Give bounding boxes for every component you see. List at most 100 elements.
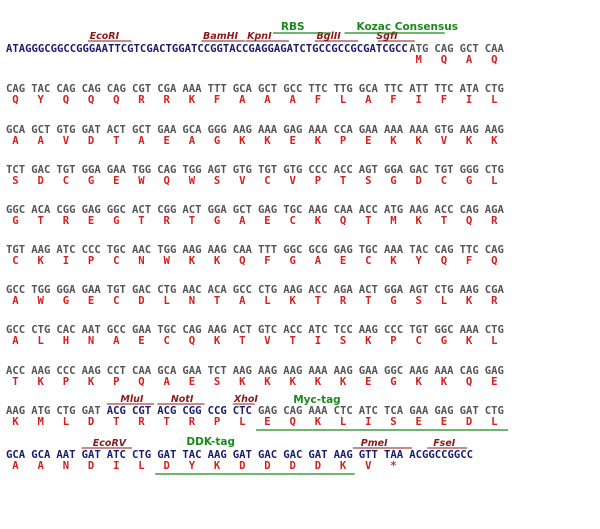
- amino-acid: E: [264, 416, 270, 428]
- codon: AAA: [409, 124, 429, 136]
- codon: GAG: [434, 405, 453, 417]
- amino-acid: E: [340, 255, 346, 267]
- codon: CGA: [485, 284, 505, 296]
- amino-acid: R: [340, 295, 347, 307]
- amino-acid: K: [491, 135, 498, 147]
- amino-acid: C: [113, 295, 119, 307]
- amino-acid: A: [38, 135, 45, 147]
- amino-acid: L: [38, 335, 44, 347]
- codon: ACT: [359, 284, 378, 296]
- codon: TGT: [56, 164, 75, 176]
- amino-acid: P: [390, 335, 396, 347]
- amino-acid: K: [264, 135, 271, 147]
- codon: AAG: [31, 244, 50, 256]
- codon: GGA: [82, 164, 102, 176]
- amino-acid: L: [441, 295, 447, 307]
- amino-acid: V: [239, 175, 246, 187]
- codon: CGG: [157, 204, 176, 216]
- amino-acid: S: [390, 416, 396, 428]
- amino-acid: T: [138, 215, 144, 227]
- codon: ATG: [384, 204, 403, 216]
- amino-acid: Q: [138, 376, 144, 388]
- codon: GAG: [82, 204, 101, 216]
- five-prime-sequence: ATAGGGCGGCCGGGAATTCGTCGACTGGATCCGGTACCGA…: [6, 43, 408, 55]
- amino-acid: K: [365, 335, 372, 347]
- codon: GAG: [258, 204, 277, 216]
- codon: CAA: [233, 244, 253, 256]
- amino-acid: T: [365, 295, 371, 307]
- codon: CGG: [182, 405, 201, 417]
- codon: GAA: [107, 164, 127, 176]
- amino-acid: S: [416, 295, 422, 307]
- codon: ATC: [308, 324, 327, 336]
- codon: TGC: [107, 244, 126, 256]
- amino-acid: M: [38, 416, 44, 428]
- amino-acid: K: [88, 376, 95, 388]
- amino-acid: A: [290, 94, 297, 106]
- amino-acid: D: [88, 416, 94, 428]
- amino-acid: R: [189, 416, 196, 428]
- codon: CTG: [258, 284, 277, 296]
- amino-acid: I: [63, 255, 69, 267]
- amino-acid: A: [12, 135, 19, 147]
- codon: GGG: [460, 164, 479, 176]
- codon: CGT: [132, 405, 151, 417]
- codon: CAG: [485, 244, 504, 256]
- codon: AAA: [182, 83, 202, 95]
- codon: GCA: [6, 449, 26, 461]
- amino-acid: W: [189, 175, 196, 187]
- codon: ACT: [107, 124, 126, 136]
- codon: ACA: [208, 284, 228, 296]
- amino-acid: L: [239, 416, 245, 428]
- amino-acid: K: [416, 376, 423, 388]
- amino-acid: R: [164, 94, 171, 106]
- codon: TTC: [384, 83, 403, 95]
- codon: GAA: [182, 365, 202, 377]
- amino-acid: T: [290, 335, 296, 347]
- amino-acid: E: [290, 135, 296, 147]
- amino-acid: G: [466, 175, 472, 187]
- codon: TAC: [182, 449, 201, 461]
- three-prime-sequence: ACGGCCGGCC: [409, 449, 473, 461]
- amino-acid: Q: [88, 94, 94, 106]
- amino-acid: E: [416, 416, 422, 428]
- codon: AAG: [208, 449, 227, 461]
- codon: GGA: [208, 204, 228, 216]
- amino-acid: Q: [466, 215, 472, 227]
- codon: AAG: [182, 244, 201, 256]
- amino-acid: M: [390, 215, 396, 227]
- amino-acid: K: [416, 135, 423, 147]
- amino-acid: V: [365, 460, 372, 472]
- amino-acid: K: [441, 376, 448, 388]
- codon: TGT: [107, 284, 126, 296]
- codon: AAG: [409, 204, 428, 216]
- codon: CAA: [334, 204, 354, 216]
- codon: ACT: [233, 324, 252, 336]
- amino-acid: K: [340, 460, 347, 472]
- codon: AAC: [132, 244, 151, 256]
- amino-acid: E: [88, 215, 94, 227]
- codon: GCT: [460, 43, 479, 55]
- amino-acid: L: [164, 295, 170, 307]
- codon: TAC: [31, 83, 50, 95]
- amino-acid: T: [12, 376, 18, 388]
- restriction-site-label: NotI: [171, 394, 194, 405]
- amino-acid: A: [239, 295, 246, 307]
- codon: TTT: [208, 83, 227, 95]
- amino-acid: Q: [239, 255, 245, 267]
- codon: GAG: [258, 405, 277, 417]
- codon: ACA: [31, 204, 51, 216]
- amino-acid: C: [365, 255, 371, 267]
- codon: TGT: [258, 164, 277, 176]
- codon: TGT: [6, 244, 25, 256]
- amino-acid: K: [239, 376, 246, 388]
- codon: CTG: [485, 164, 504, 176]
- codon: GGC: [283, 244, 302, 256]
- codon: AAG: [82, 365, 101, 377]
- amino-acid: G: [390, 295, 396, 307]
- amino-acid: G: [390, 175, 396, 187]
- codon: AAT: [82, 324, 101, 336]
- codon: GAA: [359, 124, 379, 136]
- amino-acid: R: [491, 215, 498, 227]
- codon: CTG: [31, 324, 50, 336]
